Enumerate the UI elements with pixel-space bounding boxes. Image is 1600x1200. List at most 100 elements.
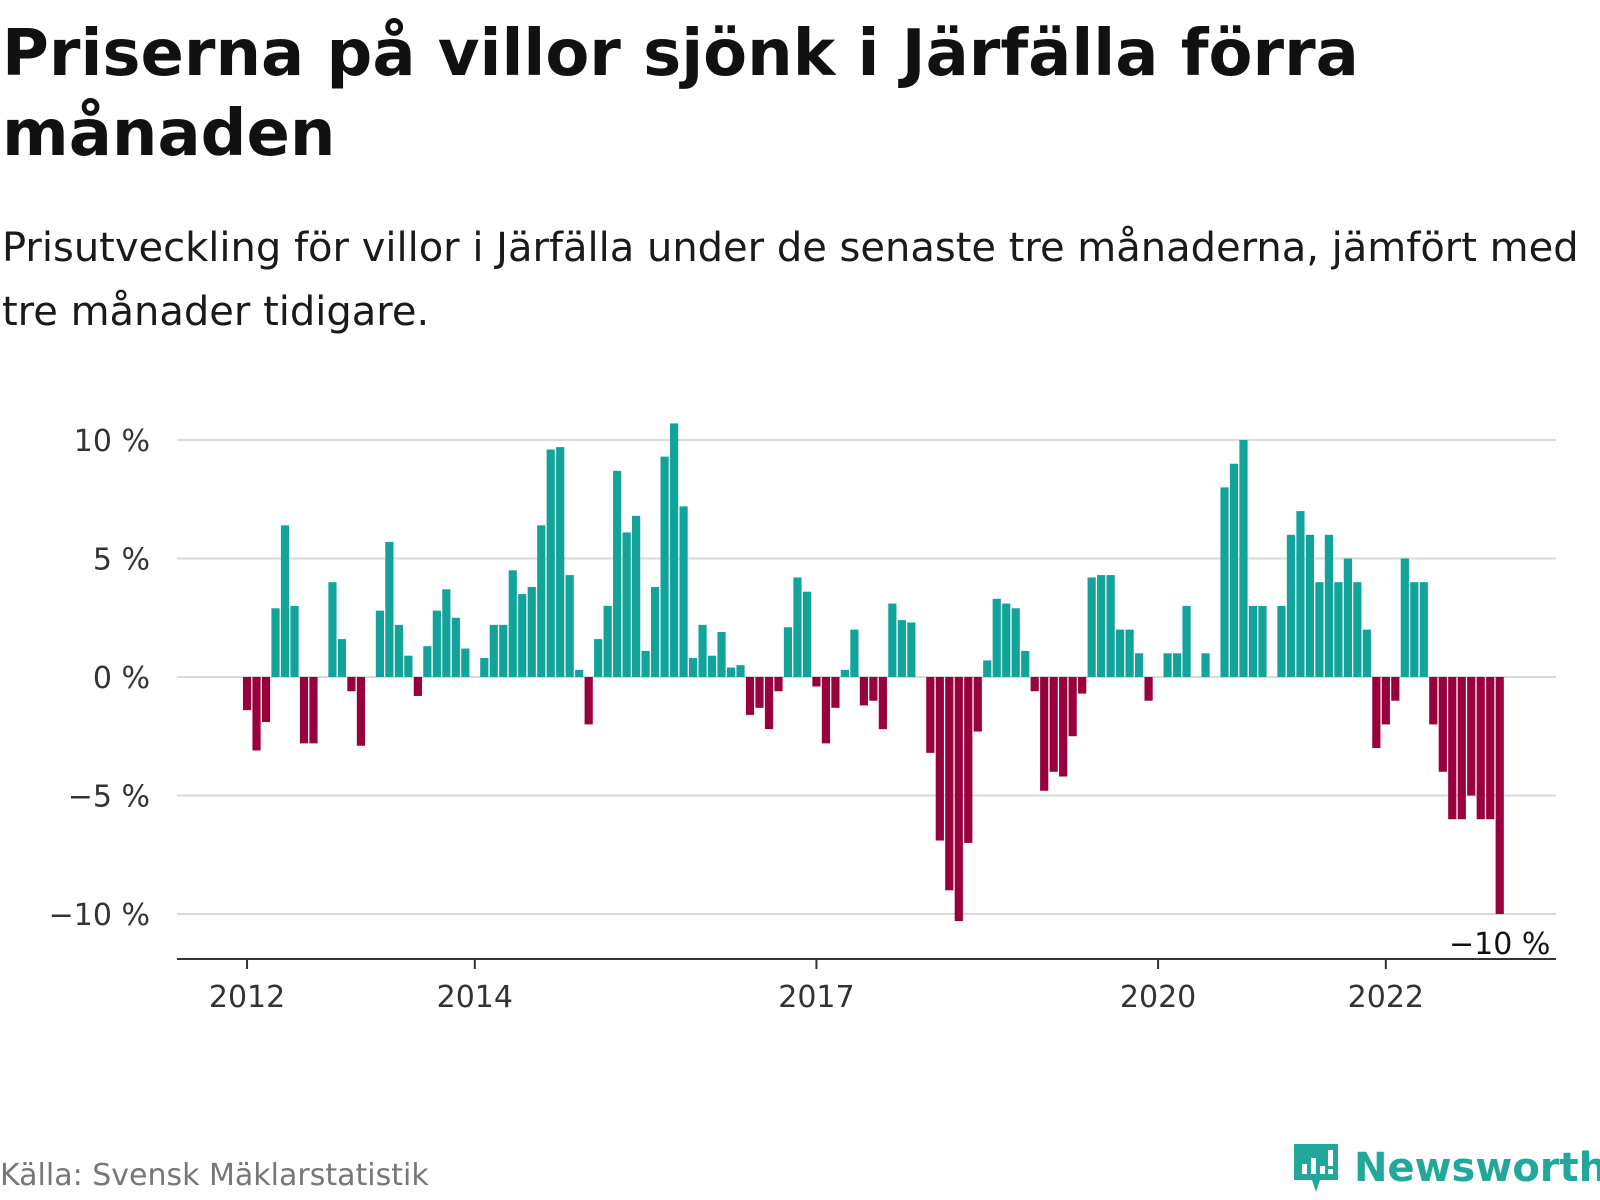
bar bbox=[783, 627, 793, 677]
bar bbox=[290, 605, 299, 677]
x-tick-label: 2014 bbox=[437, 980, 513, 1015]
bar bbox=[1258, 605, 1267, 677]
bar bbox=[793, 577, 802, 677]
bar bbox=[1495, 677, 1504, 914]
bar bbox=[802, 591, 812, 677]
bar bbox=[613, 470, 622, 677]
bar bbox=[1429, 677, 1438, 725]
last-value-label: −10 % bbox=[1449, 927, 1550, 962]
bar bbox=[271, 608, 280, 677]
bar bbox=[546, 449, 555, 677]
bar bbox=[242, 677, 252, 711]
bar bbox=[707, 655, 717, 677]
bar bbox=[385, 541, 394, 677]
newsworthy-chart-icon bbox=[1294, 1144, 1338, 1192]
bar bbox=[964, 677, 973, 843]
bar bbox=[1305, 534, 1315, 677]
bar bbox=[764, 677, 774, 730]
bar bbox=[1353, 582, 1362, 677]
x-tick-label: 2017 bbox=[778, 980, 854, 1015]
bar bbox=[1116, 629, 1125, 677]
bar bbox=[688, 658, 698, 677]
bar bbox=[651, 586, 660, 677]
bar bbox=[480, 658, 489, 677]
y-tick-label: 5 % bbox=[93, 543, 150, 578]
bar bbox=[518, 594, 527, 677]
bar bbox=[527, 586, 536, 677]
bar bbox=[1087, 577, 1096, 677]
bar bbox=[423, 646, 432, 677]
bar bbox=[461, 648, 470, 677]
bar bbox=[983, 660, 992, 677]
bar bbox=[1486, 677, 1495, 820]
bar bbox=[1229, 463, 1239, 677]
bar bbox=[432, 610, 441, 677]
bar bbox=[1315, 582, 1324, 677]
y-tick-label: −10 % bbox=[49, 898, 150, 933]
chart-subtitle: Prisutveckling för villor i Järfälla und… bbox=[2, 225, 1579, 335]
bar bbox=[755, 677, 764, 708]
bar bbox=[328, 582, 337, 677]
bar bbox=[1438, 677, 1447, 772]
bar bbox=[1410, 582, 1419, 677]
bar bbox=[774, 677, 783, 692]
y-axis-ticks: 10 % 5 % 0 % −5 % −10 % bbox=[49, 424, 150, 933]
bar bbox=[1135, 653, 1144, 677]
bar bbox=[1125, 629, 1134, 677]
bar bbox=[575, 669, 584, 677]
bar bbox=[1182, 605, 1191, 677]
bar bbox=[299, 677, 309, 744]
x-tick-label: 2022 bbox=[1348, 980, 1424, 1015]
bar bbox=[556, 447, 565, 677]
bar bbox=[261, 677, 271, 723]
bar bbox=[537, 525, 546, 677]
x-tick-label: 2012 bbox=[209, 980, 285, 1015]
source-note: Källa: Svensk Mäklarstatistik bbox=[0, 1158, 429, 1193]
bar bbox=[375, 610, 384, 677]
bar bbox=[1324, 534, 1333, 677]
bar bbox=[1277, 605, 1286, 677]
y-tick-label: 10 % bbox=[74, 424, 150, 459]
bar bbox=[897, 620, 906, 677]
bar bbox=[945, 677, 954, 891]
bar bbox=[935, 677, 944, 841]
bar bbox=[1030, 677, 1039, 692]
bar bbox=[698, 624, 707, 677]
bar bbox=[1201, 653, 1210, 677]
bar bbox=[717, 631, 726, 677]
bar bbox=[489, 624, 498, 677]
bar bbox=[584, 677, 593, 725]
chart-title: Priserna på villor sjönk i Järfälla förr… bbox=[2, 17, 1359, 171]
bar bbox=[508, 570, 517, 677]
bar bbox=[1296, 511, 1305, 677]
bar bbox=[878, 677, 887, 730]
bar bbox=[1334, 582, 1343, 677]
bar bbox=[337, 639, 347, 677]
y-tick-label: 0 % bbox=[93, 661, 150, 696]
bar bbox=[1078, 677, 1087, 694]
bar bbox=[1400, 558, 1409, 677]
bar bbox=[565, 575, 574, 677]
bar bbox=[926, 677, 935, 753]
bar bbox=[641, 650, 650, 677]
bar bbox=[1448, 677, 1457, 820]
bar bbox=[1239, 440, 1248, 677]
bar bbox=[1163, 653, 1172, 677]
brand-logo[interactable]: Newsworthy bbox=[1290, 1140, 1600, 1196]
bar bbox=[1343, 558, 1352, 677]
bar bbox=[850, 629, 859, 677]
bar bbox=[309, 677, 318, 744]
bar bbox=[413, 677, 422, 696]
bar bbox=[356, 677, 366, 746]
data-labels: −10 % bbox=[1446, 924, 1553, 965]
bar bbox=[594, 639, 603, 677]
bar bbox=[869, 677, 878, 701]
bar bbox=[1049, 677, 1058, 772]
bar bbox=[603, 605, 612, 677]
bar bbox=[394, 624, 403, 677]
bar bbox=[499, 624, 508, 677]
bar bbox=[1476, 677, 1485, 820]
bar bbox=[1106, 575, 1115, 677]
bar bbox=[1467, 677, 1476, 796]
